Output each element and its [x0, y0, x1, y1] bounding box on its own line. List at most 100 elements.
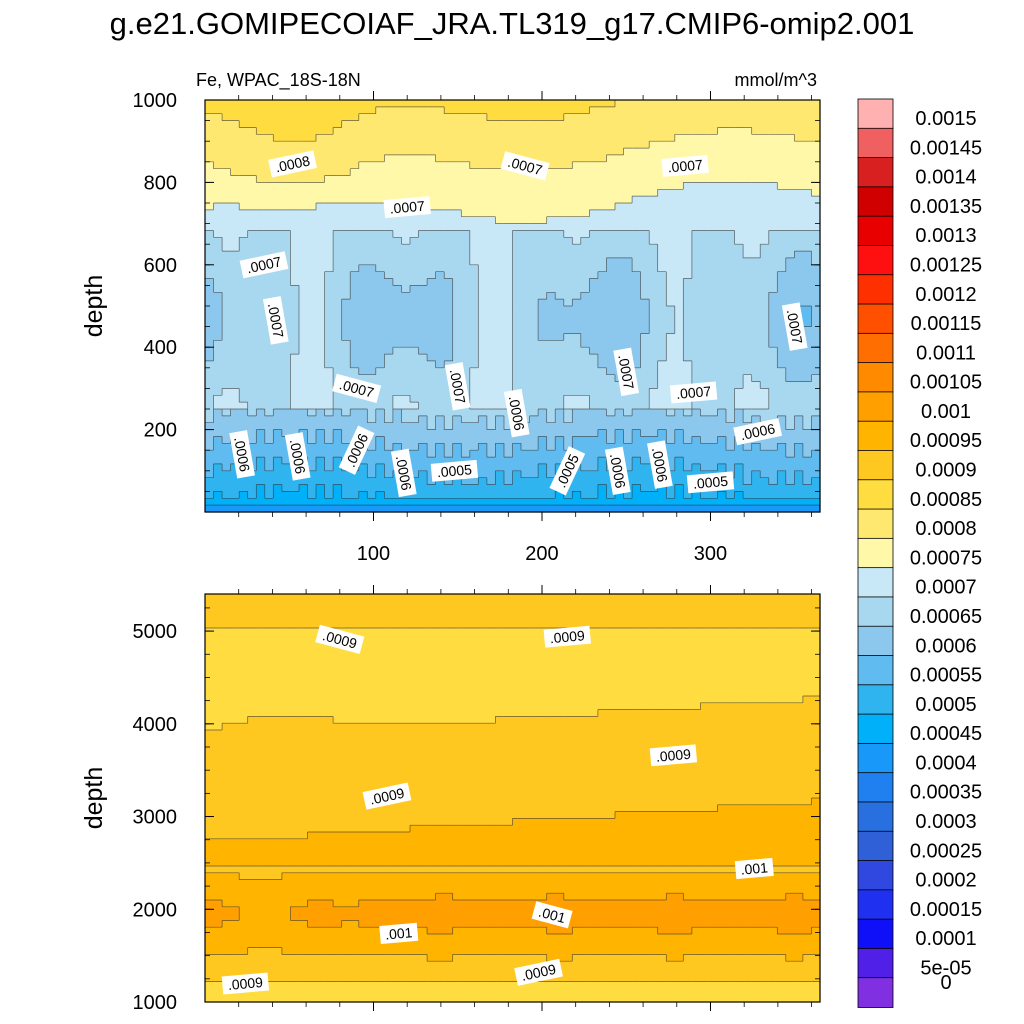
- field-cell: [649, 182, 659, 190]
- field-cell: [657, 299, 667, 307]
- field-cell: [538, 395, 548, 403]
- field-cell: [478, 292, 488, 300]
- field-cell: [469, 600, 479, 609]
- field-cell: [743, 415, 753, 424]
- field-cell: [529, 395, 539, 403]
- field-cell: [726, 388, 736, 396]
- field-cell: [785, 388, 795, 396]
- field-cell: [521, 457, 531, 465]
- field-cell: [486, 340, 497, 348]
- field-cell: [640, 127, 650, 135]
- field-cell: [358, 203, 368, 211]
- field-cell: [794, 505, 804, 513]
- field-cell: [760, 127, 770, 135]
- field-cell: [290, 237, 300, 245]
- field-cell: [350, 402, 360, 410]
- field-cell: [469, 367, 479, 376]
- field-cell: [298, 182, 309, 190]
- field-cell: [478, 120, 488, 129]
- field-cell: [375, 326, 385, 335]
- field-cell: [469, 450, 479, 458]
- field-cell: [358, 278, 368, 286]
- field-cell: [657, 257, 667, 266]
- panel-left-label: Fe, WPAC_18S-18N: [196, 70, 361, 91]
- field-cell: [666, 415, 676, 424]
- field-cell: [760, 278, 770, 286]
- field-cell: [290, 621, 300, 629]
- field-cell: [538, 134, 548, 142]
- field-cell: [239, 251, 249, 259]
- field-cell: [392, 106, 403, 115]
- field-cell: [657, 340, 667, 348]
- field-cell: [512, 100, 522, 108]
- field-cell: [760, 333, 770, 341]
- field-cell: [205, 189, 215, 197]
- field-cell: [768, 360, 778, 369]
- field-cell: [444, 100, 454, 108]
- field-cell: [316, 120, 326, 129]
- field-cell: [401, 251, 411, 259]
- field-cell: [606, 491, 616, 499]
- field-cell: [281, 457, 292, 465]
- field-cell: [674, 189, 684, 197]
- field-cell: [410, 244, 420, 252]
- field-cell: [666, 422, 676, 431]
- field-cell: [708, 443, 719, 451]
- field-cell: [580, 470, 590, 479]
- field-cell: [734, 127, 744, 135]
- field-cell: [640, 360, 650, 369]
- field-cell: [777, 443, 787, 451]
- contour-label: .0007: [444, 362, 471, 411]
- field-cell: [239, 196, 249, 204]
- field-cell: [777, 154, 787, 163]
- field-cell: [247, 436, 257, 444]
- field-cell: [444, 409, 454, 417]
- field-cell: [555, 244, 565, 252]
- field-cell: [375, 422, 385, 431]
- field-cell: [734, 621, 744, 629]
- field-cell: [316, 251, 326, 259]
- field-cell: [657, 237, 667, 245]
- field-cell: [316, 134, 326, 142]
- field-cell: [521, 326, 531, 335]
- field-cell: [205, 312, 215, 321]
- field-cell: [674, 457, 684, 465]
- field-cell: [333, 141, 343, 149]
- field-cell: [708, 271, 719, 280]
- field-cell: [469, 154, 479, 163]
- field-cell: [435, 134, 445, 142]
- field-cell: [298, 388, 309, 396]
- field-cell: [418, 244, 428, 252]
- field-cell: [683, 196, 693, 204]
- field-cell: [538, 621, 548, 629]
- field-cell: [615, 634, 625, 643]
- field-cell: [640, 223, 650, 232]
- field-cell: [521, 251, 531, 259]
- field-cell: [239, 607, 249, 615]
- contour-label: .0006: [503, 388, 530, 438]
- field-cell: [222, 477, 232, 486]
- field-cell: [794, 154, 804, 163]
- field-cell: [281, 354, 292, 362]
- field-cell: [444, 237, 454, 245]
- field-cell: [657, 395, 667, 403]
- field-cell: [290, 100, 300, 108]
- field-cell: [444, 196, 454, 204]
- field-cell: [392, 367, 403, 376]
- field-cell: [444, 415, 454, 424]
- field-cell: [239, 175, 249, 183]
- field-cell: [495, 436, 505, 444]
- field-cell: [503, 251, 514, 259]
- field-cell: [384, 477, 394, 486]
- field-cell: [589, 278, 599, 286]
- field-cell: [222, 237, 232, 245]
- field-cell: [521, 134, 531, 142]
- field-cell: [666, 367, 676, 376]
- field-cell: [205, 409, 215, 417]
- field-cell: [546, 457, 556, 465]
- field-cell: [469, 388, 479, 396]
- field-cell: [461, 333, 471, 341]
- field-cell: [350, 251, 360, 259]
- field-cell: [691, 223, 702, 232]
- field-cell: [649, 347, 659, 355]
